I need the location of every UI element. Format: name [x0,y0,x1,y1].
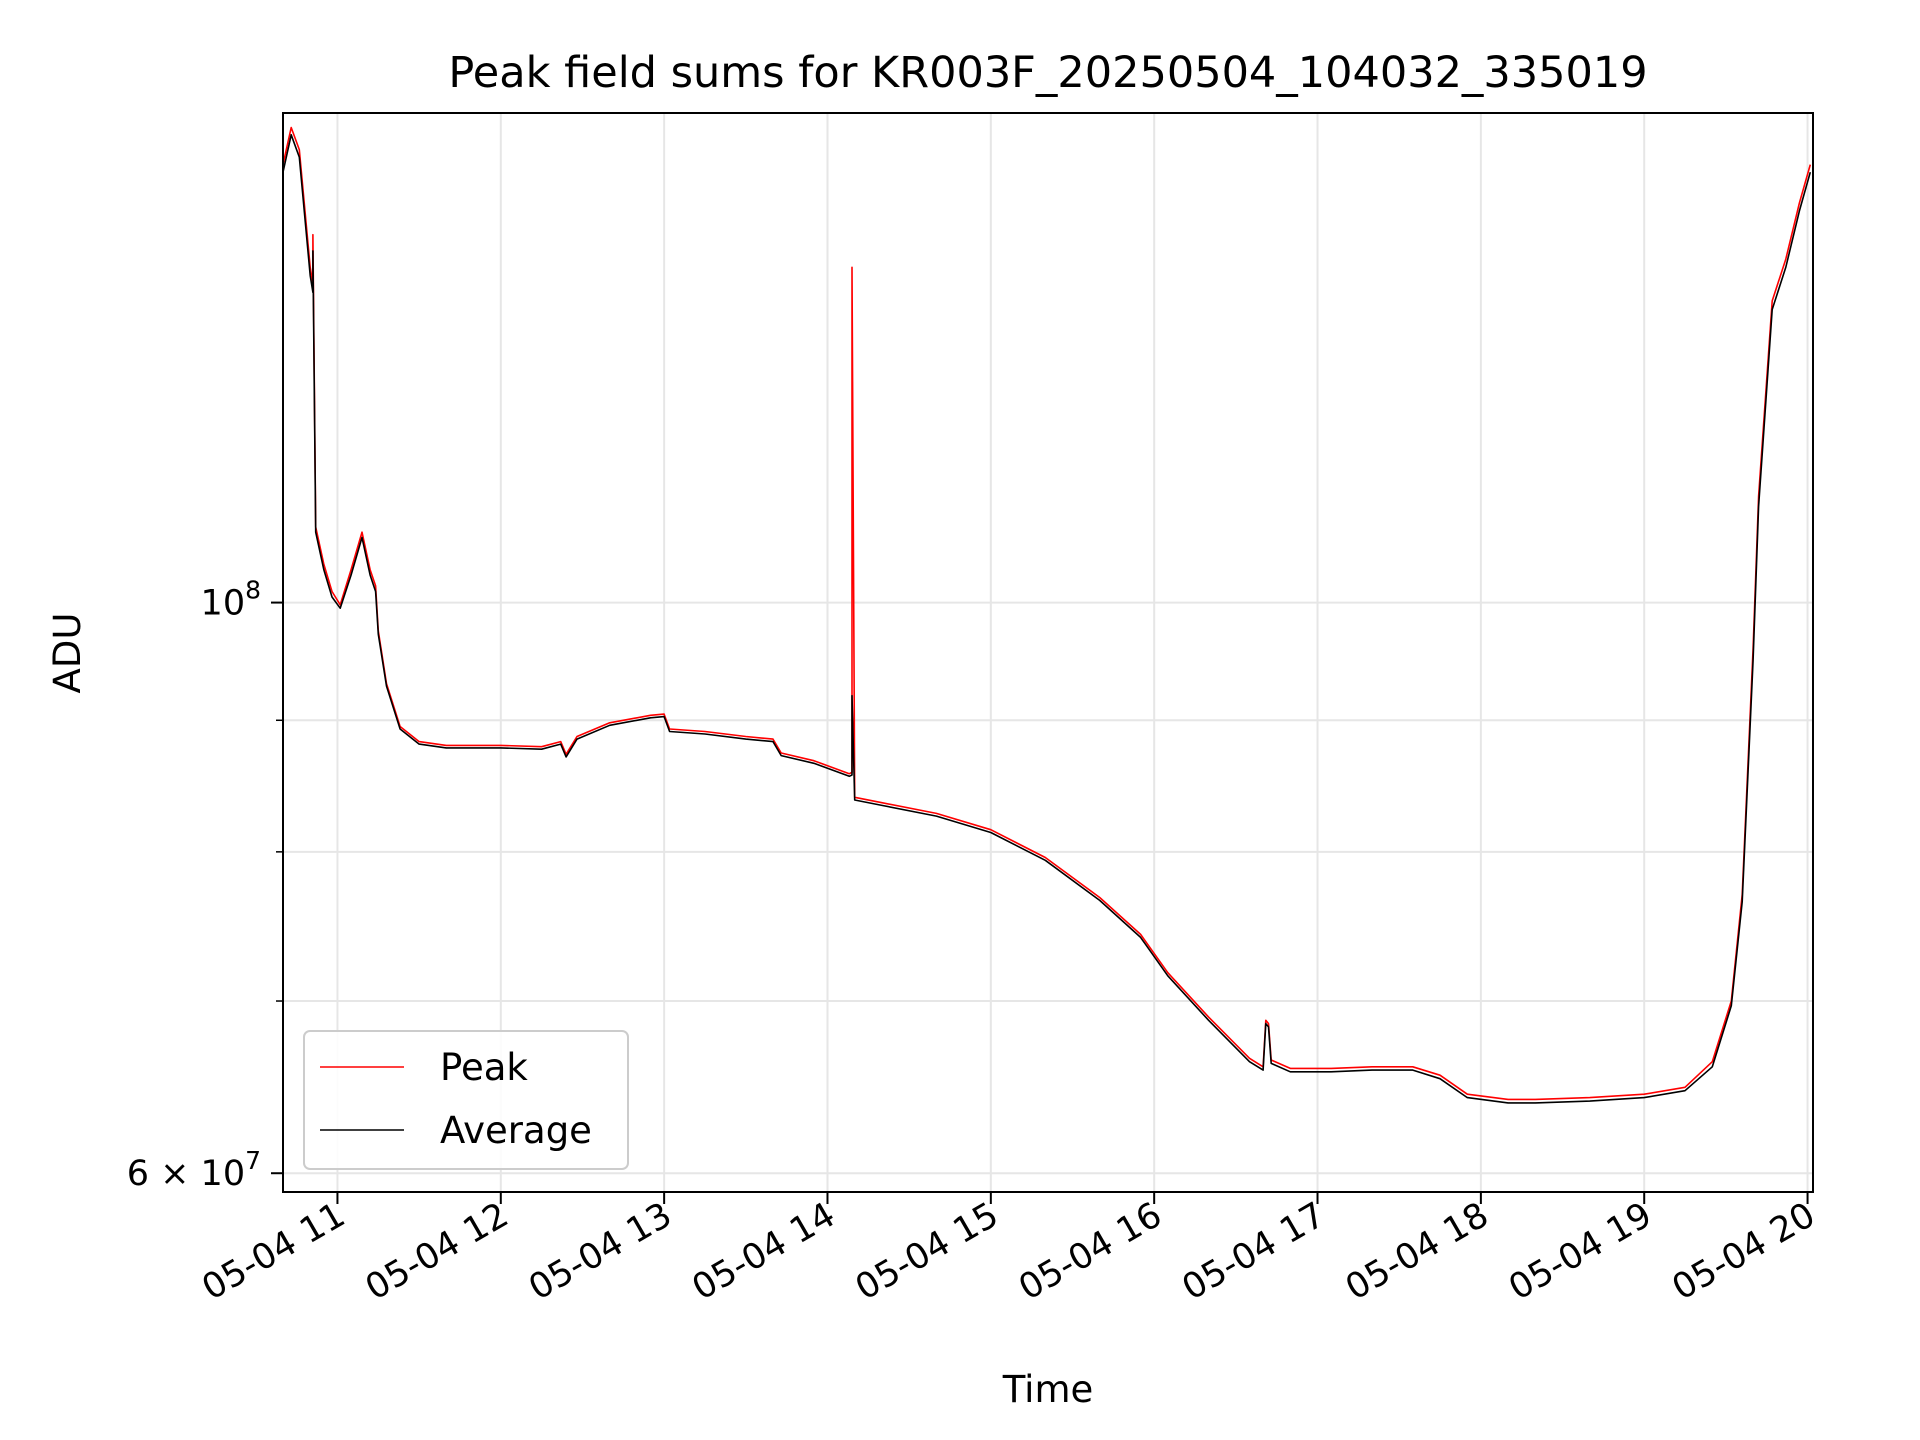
legend: Peak Average [303,1030,629,1170]
chart-title: Peak field sums for KR003F_20250504_1040… [448,48,1647,98]
legend-label-peak: Peak [440,1046,528,1089]
y-tick-label: 108 [201,576,261,624]
series-line-peak [282,126,1812,1101]
grid [283,113,1813,1192]
series-line-average [282,134,1812,1104]
plot-frame [282,112,1814,1193]
legend-box [303,1030,629,1170]
legend-label-average: Average [440,1109,592,1152]
y-axis-label: ADU [46,613,89,694]
y-tick-label: 6 × 107 [127,1146,261,1194]
y-axis: 108 6 × 107 [127,576,283,1194]
x-axis-label: Time [1002,1368,1094,1411]
series-layer [282,126,1812,1104]
